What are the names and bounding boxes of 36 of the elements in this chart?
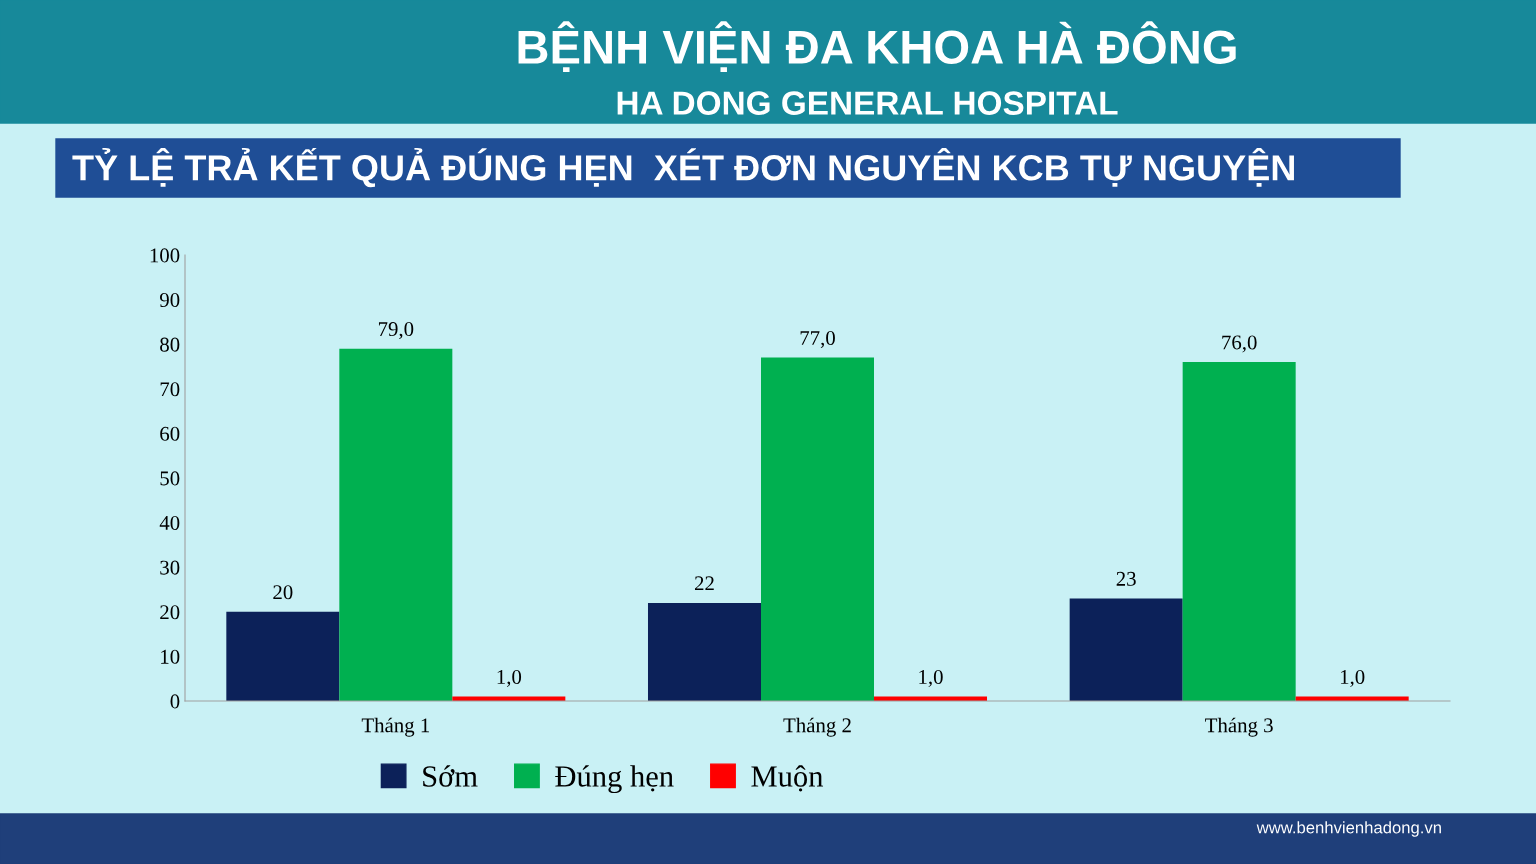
bar: [1182, 362, 1296, 701]
y-tick-label: 60: [160, 426, 180, 441]
data-label: 76,0: [1222, 335, 1257, 353]
y-tick-label: 0: [170, 694, 180, 709]
legend-label: Muộn: [751, 765, 824, 792]
chart-title: TỶ LỆ TRẢ KẾT QUẢ ĐÚNG HẸN XÉT ĐƠN NGUYÊN KCB TỰ NGUYỆN: [72, 147, 1294, 188]
bar: [339, 348, 453, 701]
x-tick-label: Tháng 3: [1205, 717, 1273, 737]
text: BỆNH VIỆN ĐA KHOA HÀ ĐÔNG: [518, 21, 1236, 73]
data-label: 1,0: [497, 669, 522, 687]
data-label: 77,0: [800, 330, 835, 349]
legend-label: Đúng hẹn: [555, 765, 674, 794]
bar: [761, 357, 874, 701]
bar: [1069, 598, 1183, 701]
x-tick-label: Tháng 1: [361, 717, 430, 737]
data-label: 1,0: [1340, 669, 1365, 687]
y-tick-label: 20: [160, 605, 180, 620]
legend-label: Sớm: [423, 765, 478, 787]
text: HA DONG GENERAL HOSPITAL: [617, 91, 1118, 115]
data-label: 20: [273, 585, 293, 600]
y-tick-label: 90: [159, 292, 180, 308]
data-label: 79,0: [378, 322, 414, 340]
y-tick-label: 80: [160, 337, 180, 352]
data-label: 1,0: [919, 669, 943, 687]
text: www.benhvienhadong.vn: [1256, 821, 1441, 837]
y-tick-label: 40: [159, 515, 180, 531]
data-label: 23: [1116, 571, 1136, 586]
y-tick-label: 10: [161, 649, 180, 664]
y-tick-label: 100: [150, 248, 180, 263]
x-tick-label: Tháng 2: [783, 717, 851, 737]
y-tick-label: 70: [160, 382, 180, 397]
y-tick-label: 30: [160, 560, 180, 575]
y-tick-label: 50: [160, 471, 180, 486]
data-label: 22: [694, 576, 714, 591]
bar: [226, 611, 340, 701]
bar: [647, 602, 761, 701]
